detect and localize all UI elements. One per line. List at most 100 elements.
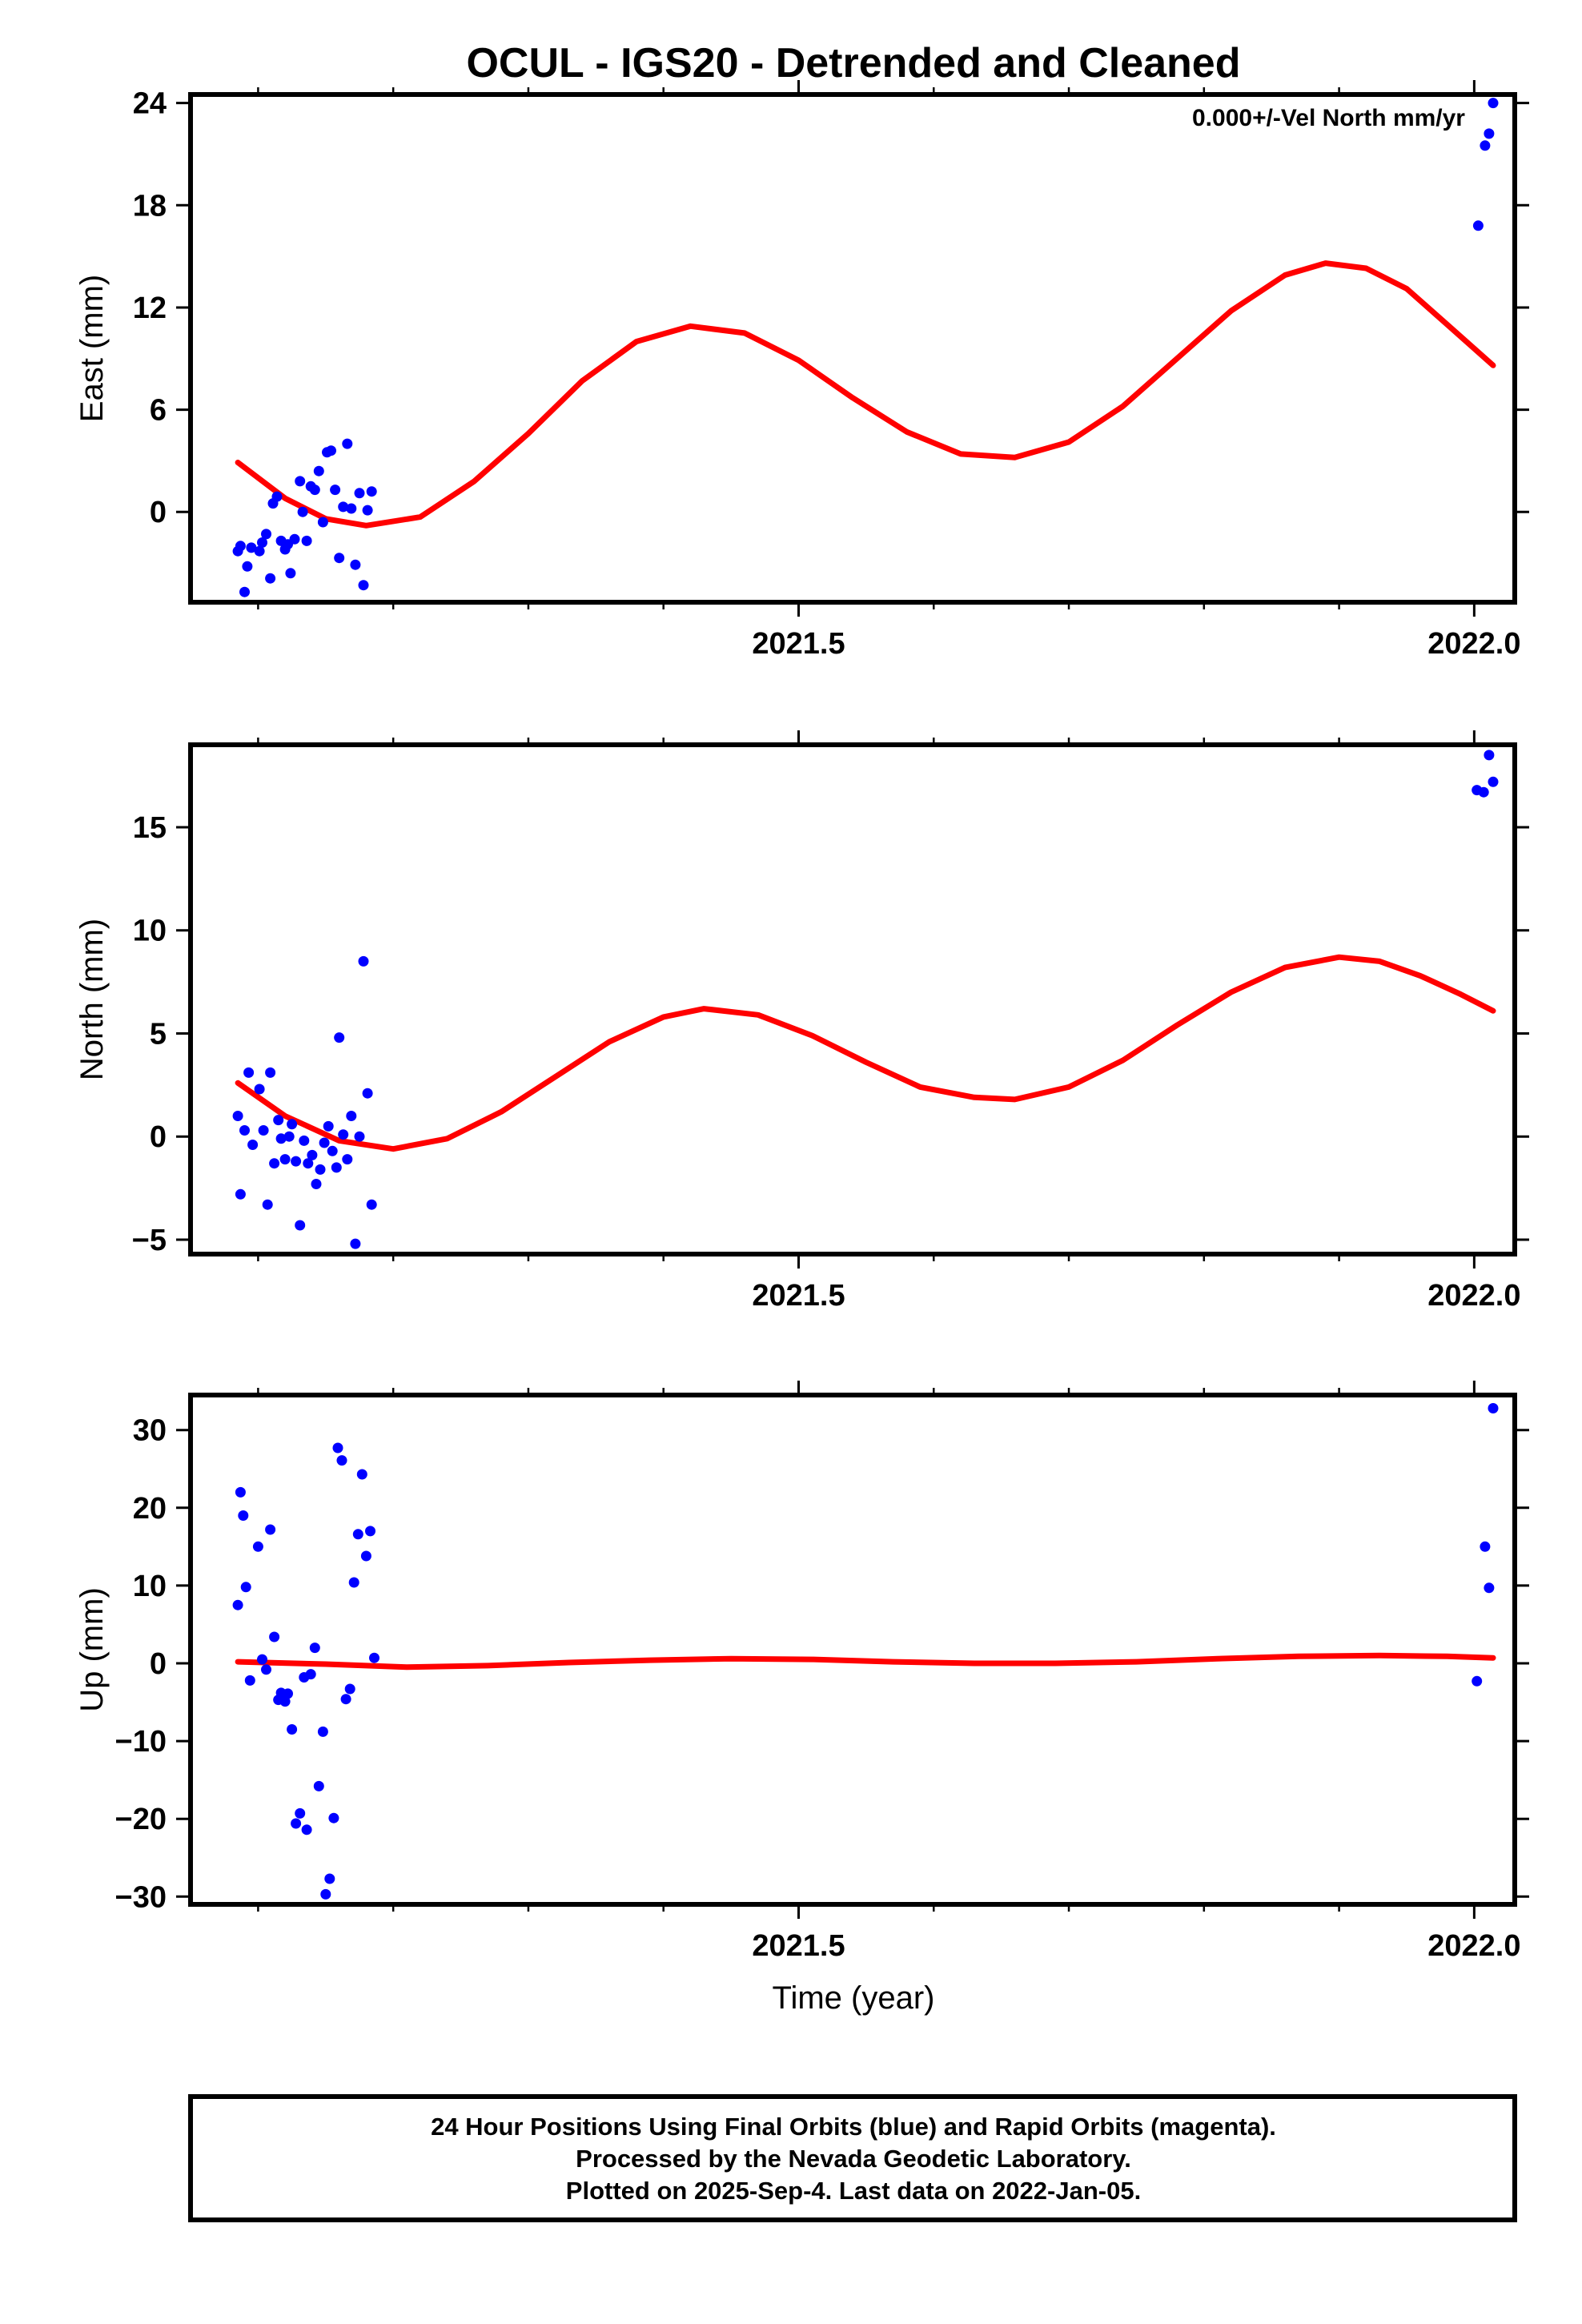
north-data-point [247, 1140, 259, 1150]
north-y-axis-label: North (mm) [74, 919, 110, 1080]
north-ytick-label: 0 [150, 1120, 167, 1154]
up-data-point [238, 1510, 249, 1521]
north-fit-curve [235, 954, 1496, 1152]
up-data-point [309, 1642, 320, 1654]
up-ytick-label: 30 [133, 1414, 167, 1448]
north-data-point [299, 1135, 310, 1146]
east-xtick-label: 2022.0 [1427, 627, 1520, 661]
east-data-point [289, 533, 300, 545]
east-xtick-label: 2021.5 [752, 627, 845, 661]
east-data-point [246, 542, 257, 553]
east-data-point [295, 476, 306, 487]
north-data-point [291, 1156, 302, 1167]
north-data-point [362, 1088, 373, 1099]
east-data-point [313, 465, 324, 476]
east-plot-frame [188, 92, 1517, 605]
north-data-point [319, 1137, 330, 1148]
north-data-point [243, 1067, 255, 1078]
footer-line-1: 24 Hour Positions Using Final Orbits (bl… [431, 2113, 1276, 2141]
north-data-point [273, 1115, 284, 1126]
north-data-point [283, 1131, 295, 1142]
up-panel: −30 −20 −10 0 10 20 30 2021.5 2022.0 Up (mm) [74, 1381, 1529, 1963]
east-ytick-label: 24 [133, 87, 167, 121]
chart-title: OCUL - IGS20 - Detrended and Cleaned [466, 40, 1240, 86]
east-data-point [254, 545, 265, 557]
up-data-point [356, 1469, 367, 1480]
east-data-point [1484, 128, 1495, 139]
up-xtick-label: 2022.0 [1427, 1929, 1520, 1963]
up-data-point [360, 1550, 371, 1562]
east-data-point [309, 485, 320, 496]
east-data-point [301, 535, 312, 546]
up-data-point [336, 1455, 347, 1466]
north-data-point [254, 1084, 265, 1095]
north-plot-frame [188, 742, 1517, 1256]
east-data-point [239, 586, 250, 597]
up-data-point [235, 1486, 246, 1498]
north-data-point [366, 1199, 377, 1210]
north-data-point [331, 1162, 342, 1173]
up-ytick-label: −20 [115, 1803, 167, 1836]
east-data-point [1488, 98, 1499, 109]
up-data-point [291, 1818, 302, 1829]
north-data-point [295, 1220, 306, 1231]
up-data-point [369, 1652, 379, 1663]
north-xtick-label: 2021.5 [752, 1279, 845, 1313]
north-data-point [307, 1149, 318, 1160]
north-data-point [354, 1131, 365, 1142]
north-data-point [262, 1199, 273, 1210]
east-ytick-label: 12 [133, 292, 167, 325]
east-data-point [1480, 140, 1491, 151]
x-axis-label: Time (year) [773, 1980, 935, 2016]
up-ytick-label: −30 [115, 1880, 167, 1914]
up-data-point [365, 1526, 375, 1537]
up-data-point [244, 1675, 255, 1686]
east-data-point [366, 486, 377, 497]
up-data-point [352, 1529, 363, 1540]
north-data-point [311, 1179, 322, 1189]
north-data-point [1484, 750, 1495, 761]
north-data-point [1488, 776, 1499, 787]
east-data-point [271, 491, 283, 502]
up-data-point [328, 1812, 339, 1823]
north-data-point [265, 1067, 276, 1078]
east-data-point [297, 506, 308, 517]
north-ytick-label: −5 [132, 1224, 167, 1257]
north-data-point [1478, 786, 1489, 798]
up-fit-curve [235, 1652, 1496, 1671]
footer-line-3: Plotted on 2025-Sep-4. Last data on 2022… [566, 2177, 1141, 2205]
up-data-point [1484, 1582, 1495, 1594]
up-data-point [332, 1442, 343, 1454]
up-data-point [340, 1694, 351, 1705]
east-data-point [358, 580, 369, 591]
east-data-point [265, 573, 276, 584]
north-data-point [350, 1238, 361, 1249]
east-data-point [354, 488, 365, 499]
up-data-point [1472, 1675, 1483, 1687]
north-data-point [303, 1158, 314, 1169]
east-fit-curve [235, 260, 1496, 529]
north-data-point [258, 1125, 269, 1136]
up-data-point [252, 1541, 263, 1552]
east-data-point [235, 541, 246, 552]
north-data-point [342, 1154, 353, 1165]
north-ytick-label: 5 [150, 1017, 167, 1051]
east-data-point [317, 517, 328, 528]
up-data-point [305, 1669, 316, 1680]
north-data-point [275, 1133, 287, 1144]
east-data-point [350, 559, 361, 570]
north-ytick-label: 15 [133, 811, 167, 845]
north-data-point [239, 1125, 250, 1136]
up-plot-frame [188, 1393, 1517, 1907]
east-data-point [334, 553, 345, 564]
up-data-point [301, 1824, 312, 1835]
up-data-point [324, 1873, 335, 1884]
north-data-point [315, 1164, 326, 1175]
east-data-point [342, 438, 353, 449]
footer-line-2: Processed by the Nevada Geodetic Laborat… [576, 2145, 1131, 2173]
up-data-point [317, 1726, 328, 1737]
north-ytick-label: 10 [133, 915, 167, 948]
north-data-point [279, 1154, 291, 1165]
north-data-point [323, 1120, 334, 1132]
